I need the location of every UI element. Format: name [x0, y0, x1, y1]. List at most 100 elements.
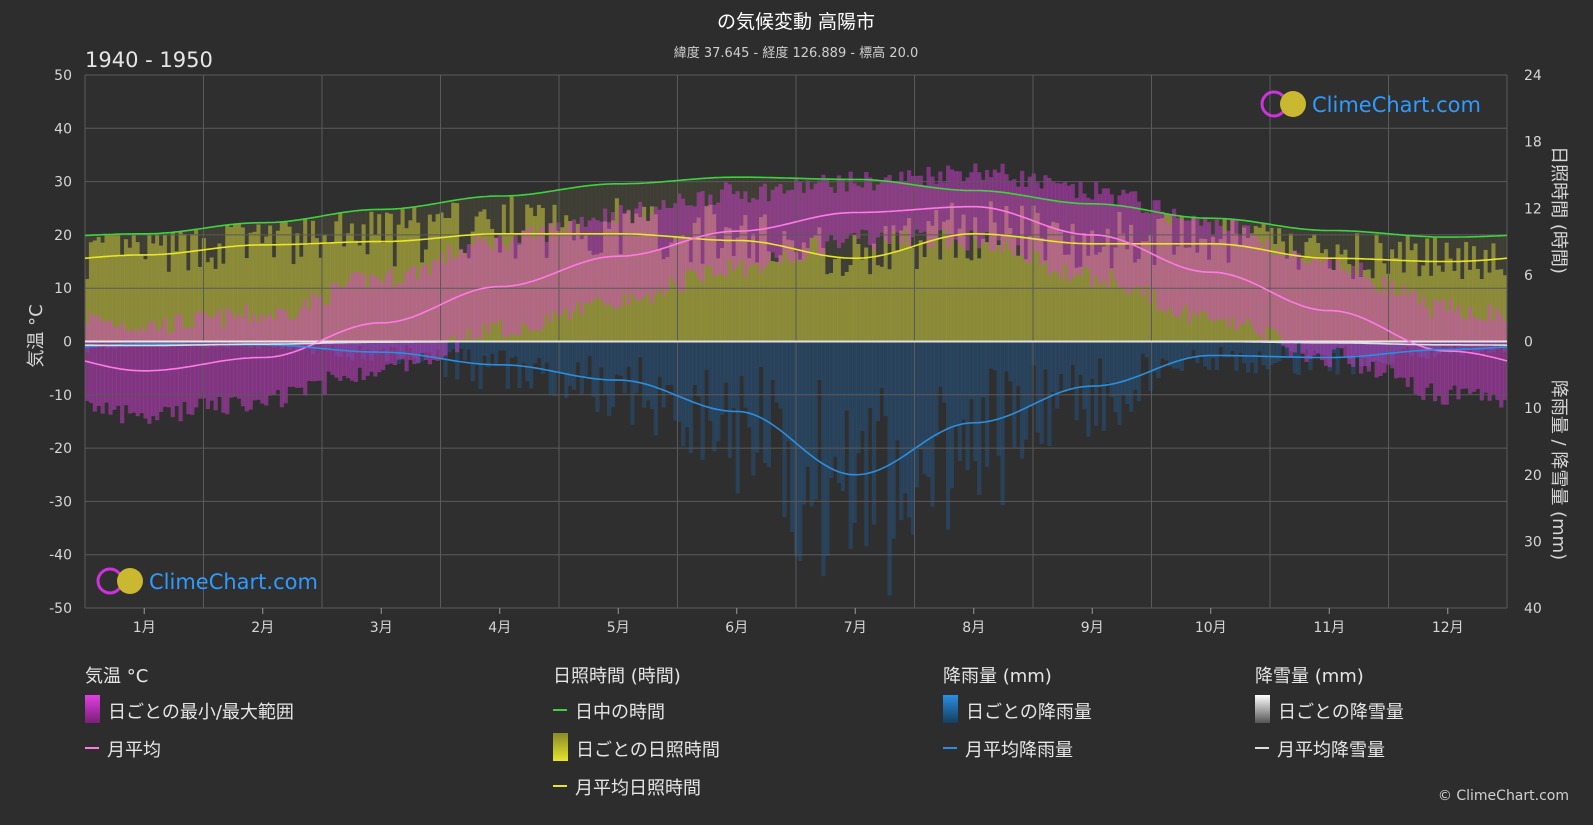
- daylight-bar: [844, 179, 849, 342]
- daily-temp-range-bar: [443, 264, 448, 356]
- daylight-bar: [840, 179, 845, 342]
- daylight-bar: [755, 177, 760, 342]
- daily-sunshine-bar: [677, 236, 682, 342]
- daily-sunshine-bar: [1394, 258, 1399, 342]
- daily-rain-bar: [1171, 341, 1177, 369]
- daily-rain-bar: [377, 341, 382, 351]
- daily-temp-range-bar: [435, 261, 440, 361]
- daily-sunshine-bar: [451, 202, 456, 342]
- daily-sunshine-bar: [1027, 236, 1033, 342]
- daily-rain-bar: [536, 341, 542, 358]
- daily-sunshine-bar: [1175, 246, 1181, 342]
- daily-temp-range-bar: [330, 283, 335, 375]
- daily-rain-bar: [1039, 341, 1044, 445]
- daily-sunshine-bar: [268, 225, 273, 342]
- daily-rain-bar: [1051, 341, 1056, 393]
- daily-rain-bar: [1382, 341, 1387, 364]
- daily-rain-bar: [704, 341, 709, 370]
- daily-temp-range-bar: [977, 172, 982, 249]
- daily-rain-bar: [579, 341, 584, 395]
- daily-sunshine-bar: [992, 222, 997, 342]
- daily-sunshine-bar: [420, 262, 425, 342]
- daily-sunshine-bar: [1351, 278, 1356, 342]
- daily-sunshine-bar: [579, 239, 584, 342]
- daily-temp-range-bar: [104, 321, 109, 403]
- daily-temp-range-bar: [135, 332, 140, 417]
- daily-temp-range-bar: [681, 198, 686, 292]
- daily-temp-range-bar: [774, 186, 779, 258]
- daily-sunshine-bar: [1269, 227, 1274, 342]
- daily-sunshine-bar: [392, 266, 397, 342]
- x-tick-label: 12月: [1432, 620, 1464, 636]
- daily-temp-range-bar: [860, 187, 865, 230]
- daily-sunshine-bar: [1257, 227, 1262, 342]
- daily-rain-bar: [1429, 341, 1434, 351]
- daily-sunshine-bar: [147, 233, 152, 342]
- sunshine-mean-line: [84, 233, 1508, 263]
- y-left-tick-label: -20: [49, 441, 72, 457]
- daily-temp-range-bar: [1004, 174, 1009, 242]
- daily-temp-range-bar: [868, 177, 873, 246]
- daily-temp-range-bar: [505, 250, 510, 337]
- daily-temp-range-bar: [501, 244, 507, 337]
- daily-rain-bar: [1121, 341, 1126, 395]
- daily-sunshine-bar: [965, 258, 970, 342]
- daily-sunshine-bar: [1039, 237, 1044, 342]
- daily-temp-range-bar: [1214, 219, 1220, 320]
- daily-sunshine-bar: [712, 214, 717, 342]
- daily-rain-bar: [1027, 341, 1033, 407]
- daily-temp-range-bar: [1265, 238, 1270, 328]
- daily-temp-range-bar: [1132, 191, 1138, 287]
- daily-rain-bar: [766, 341, 771, 468]
- daily-rain-bar: [723, 341, 729, 383]
- daily-temp-range-bar: [334, 282, 339, 378]
- daily-temp-range-bar: [466, 244, 471, 329]
- daily-sunshine-bar: [303, 219, 308, 342]
- daily-temp-range-bar: [852, 183, 857, 233]
- daily-sunshine-bar: [209, 257, 214, 342]
- daily-temp-range-bar: [209, 317, 214, 401]
- daily-rain-bar: [700, 341, 705, 460]
- daily-rain-bar: [96, 341, 101, 345]
- daily-temp-range-bar: [708, 194, 713, 267]
- daily-rain-bar: [1421, 341, 1426, 358]
- daily-rain-bar: [708, 341, 713, 421]
- daily-temp-range-bar: [1277, 247, 1282, 336]
- daily-temp-range-bar: [716, 202, 721, 275]
- daily-temp-range-bar: [1156, 200, 1161, 312]
- daylight-bar: [770, 177, 775, 342]
- daily-sunshine-bar: [568, 221, 573, 342]
- daily-sunshine-bar: [634, 213, 639, 342]
- daily-temp-range-bar: [1055, 183, 1060, 273]
- daily-sunshine-bar: [1055, 222, 1060, 342]
- daily-temp-range-bar: [887, 175, 892, 244]
- daily-rain-bar: [630, 341, 635, 425]
- y-left-tick-label: -50: [49, 601, 72, 617]
- daily-rain-bar: [1327, 341, 1332, 372]
- daily-sunshine-bar: [1397, 241, 1403, 342]
- daily-temp-range-bar: [1207, 222, 1212, 319]
- daily-rain-bar: [427, 341, 433, 353]
- daily-rain-bar: [299, 341, 304, 350]
- daily-temp-range-bar: [151, 321, 156, 417]
- daily-rain-bar: [478, 341, 483, 390]
- daily-temp-range-bar: [322, 304, 327, 395]
- daily-rain-bar: [307, 341, 312, 348]
- daily-temp-range-bar: [614, 223, 620, 310]
- daily-rain-bar: [1156, 341, 1161, 378]
- daily-temp-range-bar: [1261, 246, 1266, 344]
- daily-temp-range-bar: [1440, 298, 1445, 405]
- daily-rain-bar: [1347, 341, 1352, 360]
- daily-rain-bar: [1004, 341, 1009, 372]
- daily-rain-bar: [681, 341, 686, 447]
- daily-rain-bar: [583, 341, 588, 376]
- y-right-bottom-axis-label: 降雨量 / 降雪量 (mm): [1548, 380, 1569, 560]
- daily-sunshine-bar: [388, 213, 394, 342]
- daily-temp-range-bar: [1413, 291, 1418, 394]
- daily-rain-bar: [1436, 341, 1442, 355]
- daily-rain-bar: [1296, 341, 1301, 375]
- daily-temp-range-bar: [439, 253, 444, 358]
- daily-temp-range-bar: [953, 171, 958, 240]
- daily-rain-bar: [1062, 341, 1068, 392]
- daily-sunshine-bar: [159, 245, 164, 342]
